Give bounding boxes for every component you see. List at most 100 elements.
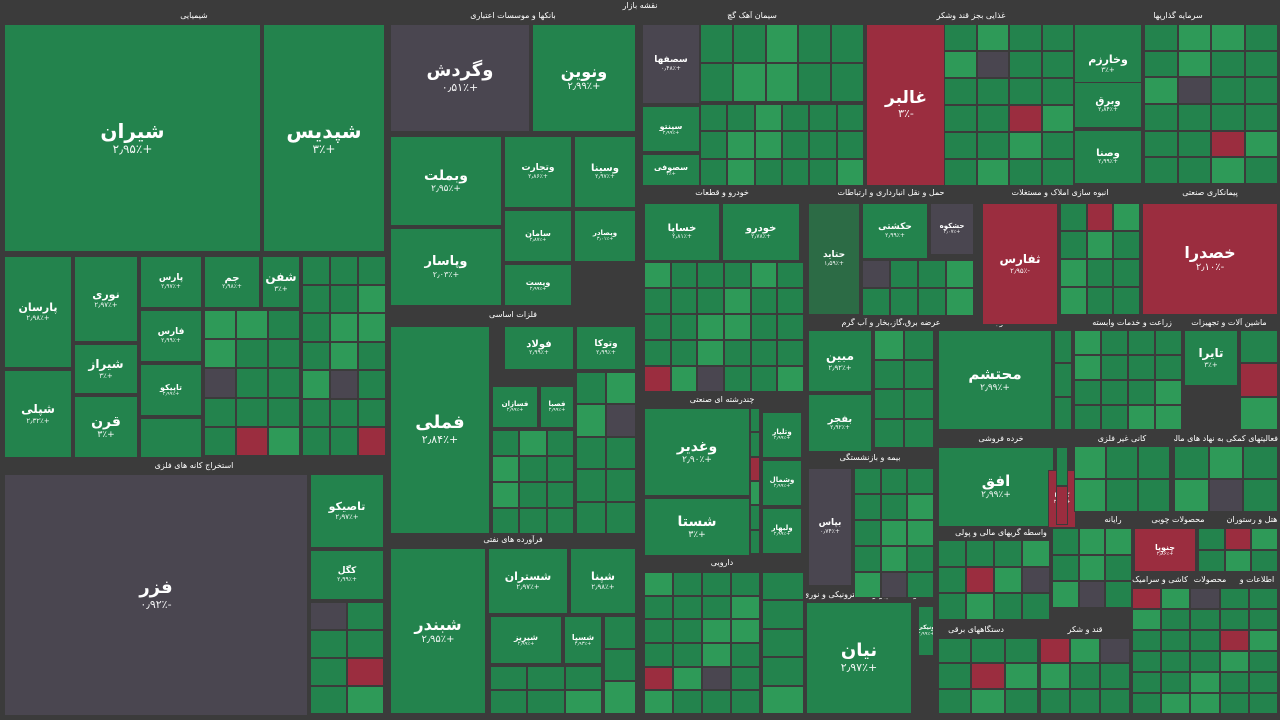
stock-tile-small[interactable] bbox=[1138, 479, 1170, 512]
stock-tile-small[interactable] bbox=[1198, 528, 1225, 550]
stock-tile-small[interactable] bbox=[606, 501, 636, 534]
stock-tile-small[interactable] bbox=[644, 572, 673, 596]
stock-tile-small[interactable] bbox=[944, 132, 977, 159]
stock-tile-small[interactable] bbox=[782, 104, 810, 132]
stock-tile-small[interactable] bbox=[236, 339, 268, 369]
stock-tile[interactable]: شپنا +۲٫۹۸٪ bbox=[570, 548, 636, 614]
stock-tile-small[interactable] bbox=[644, 643, 673, 667]
stock-tile[interactable]: شستا +۳٪ bbox=[644, 498, 750, 556]
stock-tile[interactable]: وبرق +۲٫۸۴٪ bbox=[1074, 82, 1142, 128]
stock-tile-small[interactable] bbox=[1074, 479, 1106, 512]
stock-tile-small[interactable] bbox=[731, 643, 760, 667]
stock-tile[interactable]: چنوپا +۲٫۸۶٪ bbox=[1134, 528, 1196, 572]
stock-tile-small[interactable] bbox=[702, 690, 731, 714]
stock-tile-small[interactable] bbox=[1211, 157, 1245, 184]
stock-tile-small[interactable] bbox=[944, 78, 977, 105]
stock-tile-small[interactable] bbox=[204, 368, 236, 398]
stock-tile-small[interactable] bbox=[976, 105, 1009, 132]
stock-tile-small[interactable] bbox=[862, 260, 890, 288]
stock-tile-small[interactable] bbox=[644, 595, 673, 620]
stock-tile-small[interactable] bbox=[750, 408, 760, 433]
stock-tile-small[interactable] bbox=[492, 430, 520, 456]
stock-tile-small[interactable] bbox=[1132, 588, 1162, 609]
stock-tile[interactable]: وگردش +۰٫۵۱٪ bbox=[390, 24, 530, 132]
stock-tile-small[interactable] bbox=[310, 630, 347, 658]
stock-tile-small[interactable] bbox=[1243, 446, 1278, 479]
stock-tile-small[interactable] bbox=[697, 314, 724, 340]
stock-tile[interactable]: خساپا +۲٫۸۱٪ bbox=[644, 203, 720, 261]
stock-tile-small[interactable] bbox=[1041, 105, 1074, 132]
stock-tile-small[interactable] bbox=[732, 63, 766, 102]
stock-tile-small[interactable] bbox=[1244, 77, 1278, 104]
stock-tile-small[interactable] bbox=[1208, 446, 1244, 479]
stock-tile-small[interactable] bbox=[874, 330, 904, 360]
stock-tile-small[interactable] bbox=[1060, 287, 1087, 315]
stock-tile-small[interactable] bbox=[1132, 609, 1162, 630]
stock-tile-small[interactable] bbox=[330, 313, 358, 342]
stock-tile-small[interactable] bbox=[519, 430, 547, 456]
stock-tile-small[interactable] bbox=[1101, 405, 1128, 430]
stock-tile-small[interactable] bbox=[874, 359, 904, 389]
stock-tile-small[interactable] bbox=[302, 398, 330, 428]
stock-tile-small[interactable] bbox=[724, 314, 751, 340]
stock-tile-small[interactable] bbox=[944, 105, 977, 132]
stock-tile[interactable]: شبندر +۲٫۹۵٪ bbox=[390, 548, 486, 714]
stock-tile-small[interactable] bbox=[1144, 50, 1178, 78]
stock-tile-small[interactable] bbox=[765, 63, 799, 102]
stock-tile-small[interactable] bbox=[576, 372, 606, 405]
stock-tile-small[interactable] bbox=[347, 630, 384, 658]
stock-tile-small[interactable] bbox=[519, 456, 547, 482]
stock-tile-small[interactable] bbox=[1074, 446, 1106, 479]
stock-tile-small[interactable] bbox=[1161, 588, 1191, 609]
stock-tile[interactable]: شپلی +۲٫۳۲٪ bbox=[4, 370, 72, 458]
stock-tile-small[interactable] bbox=[938, 663, 972, 689]
stock-tile-small[interactable] bbox=[576, 501, 606, 534]
stock-tile-small[interactable] bbox=[1240, 396, 1278, 430]
stock-tile-small[interactable] bbox=[1060, 259, 1087, 287]
stock-tile-small[interactable] bbox=[1041, 132, 1074, 159]
stock-tile-small[interactable] bbox=[724, 340, 751, 366]
stock-tile-small[interactable] bbox=[1009, 24, 1042, 51]
stock-tile-small[interactable] bbox=[236, 426, 268, 456]
stock-tile-small[interactable] bbox=[946, 260, 974, 288]
stock-tile-small[interactable] bbox=[1086, 231, 1114, 259]
stock-tile-small[interactable] bbox=[836, 131, 864, 159]
stock-tile-small[interactable] bbox=[1177, 24, 1211, 51]
stock-tile[interactable]: وسینا +۲٫۹۷٪ bbox=[574, 136, 636, 208]
stock-tile-small[interactable] bbox=[204, 339, 236, 369]
stock-tile-small[interactable] bbox=[724, 262, 751, 288]
stock-tile-small[interactable] bbox=[1244, 24, 1278, 51]
stock-tile-small[interactable] bbox=[1243, 479, 1278, 512]
stock-tile-small[interactable] bbox=[1009, 132, 1042, 159]
stock-tile-small[interactable] bbox=[1070, 663, 1100, 689]
stock-tile-small[interactable] bbox=[702, 643, 731, 667]
stock-tile-small[interactable] bbox=[302, 313, 330, 342]
stock-tile[interactable]: وغدیر +۲٫۹۰٪ bbox=[644, 408, 750, 496]
stock-tile-small[interactable] bbox=[782, 131, 810, 159]
stock-tile-small[interactable] bbox=[1244, 50, 1278, 78]
stock-tile[interactable]: نیان +۲٫۹۷٪ bbox=[806, 602, 912, 714]
stock-tile-small[interactable] bbox=[519, 508, 547, 534]
stock-tile-small[interactable] bbox=[604, 616, 636, 649]
stock-tile-small[interactable] bbox=[854, 546, 881, 572]
stock-tile-small[interactable] bbox=[976, 78, 1009, 105]
stock-tile-small[interactable] bbox=[798, 63, 832, 102]
stock-tile-small[interactable] bbox=[1190, 588, 1220, 609]
stock-tile[interactable]: وتلیار +۲٫۹۹٪ bbox=[762, 412, 802, 458]
stock-tile-small[interactable] bbox=[890, 288, 918, 316]
stock-tile-small[interactable] bbox=[1128, 405, 1155, 430]
stock-tile-small[interactable] bbox=[330, 284, 358, 314]
stock-tile-small[interactable] bbox=[236, 397, 268, 427]
stock-tile-small[interactable] bbox=[1144, 77, 1178, 104]
stock-tile-small[interactable] bbox=[1054, 330, 1072, 364]
stock-tile-small[interactable] bbox=[1219, 588, 1249, 609]
stock-tile-small[interactable] bbox=[702, 595, 731, 620]
stock-tile-small[interactable] bbox=[546, 508, 574, 534]
stock-tile-small[interactable] bbox=[700, 158, 728, 186]
stock-tile-small[interactable] bbox=[1144, 24, 1178, 51]
stock-tile-small[interactable] bbox=[1211, 77, 1245, 104]
stock-tile-small[interactable] bbox=[1161, 693, 1191, 714]
stock-tile-small[interactable] bbox=[1132, 672, 1162, 693]
stock-tile-small[interactable] bbox=[880, 520, 908, 546]
stock-tile-small[interactable] bbox=[236, 368, 268, 398]
